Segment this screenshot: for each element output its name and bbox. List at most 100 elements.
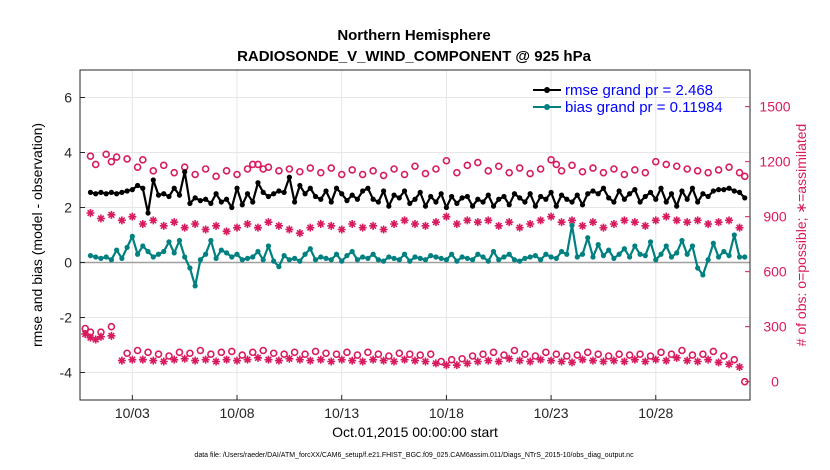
rmse-point: [380, 188, 387, 194]
rmse-point: [522, 199, 528, 205]
bias-point: [134, 251, 141, 257]
rmse-point: [171, 185, 177, 191]
rmse-point: [145, 210, 151, 216]
bias-point: [339, 258, 345, 264]
bias-point: [637, 251, 643, 257]
bias-point: [611, 255, 617, 261]
possible-obs-lower-point: [165, 352, 173, 360]
assimilated-obs-lower-point: [233, 356, 242, 365]
assimilated-obs-point: [421, 221, 430, 230]
rmse-point: [365, 185, 371, 191]
possible-obs-point: [348, 166, 356, 174]
rmse-point: [454, 200, 460, 206]
possible-obs-lower-point: [343, 348, 351, 357]
rmse-point: [485, 192, 491, 198]
possible-obs-lower-point: [426, 350, 435, 358]
x-tick-label: 10/18: [429, 405, 464, 421]
bias-point: [344, 253, 350, 259]
assimilated-obs-lower-point: [463, 359, 472, 368]
possible-obs-lower-point: [107, 322, 116, 331]
rmse-point: [401, 188, 408, 194]
assimilated-obs-point: [714, 218, 723, 227]
bias-point: [721, 248, 727, 255]
possible-obs-point: [327, 164, 336, 172]
rmse-point: [208, 200, 214, 206]
rmse-point: [98, 189, 104, 195]
assimilated-obs-lower-point: [390, 357, 399, 366]
rmse-point: [396, 195, 402, 201]
rmse-point: [286, 174, 292, 180]
rmse-point: [344, 198, 350, 204]
bias-point: [668, 254, 675, 260]
bias-point: [176, 237, 183, 244]
possible-obs-point: [735, 168, 744, 177]
bias-point: [710, 240, 716, 246]
bias-point: [595, 242, 601, 248]
bias-point: [203, 251, 209, 257]
legend: rmse grand pr = 2.468 bias grand pr = 0.…: [533, 82, 723, 116]
x-tick-label: 10/13: [324, 405, 359, 421]
assimilated-obs-point: [411, 220, 419, 228]
assimilated-obs-lower-point: [651, 355, 660, 364]
possible-obs-lower-point: [468, 352, 477, 360]
rmse-point: [161, 191, 167, 197]
possible-obs-point: [725, 163, 733, 171]
bias-point: [642, 253, 648, 259]
bias-point: [119, 255, 125, 261]
rmse-point: [182, 169, 188, 175]
possible-obs-lower-point: [332, 350, 341, 358]
bias-point: [511, 257, 518, 263]
x-tick-label: 10/08: [220, 405, 255, 421]
assimilated-obs-point: [568, 216, 577, 225]
possible-obs-lower-point: [489, 348, 498, 357]
bias-point: [98, 255, 104, 261]
assimilated-obs-point: [274, 221, 283, 230]
rmse-point: [438, 191, 444, 197]
assimilated-obs-lower-point: [369, 355, 378, 364]
bias-point: [307, 246, 313, 252]
x-ticks: 10/03 10/08 10/13 10/18 10/23 10/28: [115, 395, 674, 421]
bias-point: [150, 254, 156, 260]
bias-point: [647, 239, 654, 245]
bias-point: [621, 246, 627, 252]
assimilated-obs-lower-point: [609, 356, 618, 365]
rmse-point: [428, 193, 434, 200]
assimilated-obs-point: [641, 221, 650, 230]
bias-point: [553, 255, 559, 261]
bias-point: [736, 254, 743, 260]
rmse-point: [150, 177, 156, 183]
assimilated-obs-point: [159, 221, 168, 230]
rmse-point: [710, 188, 716, 194]
assimilated-obs-lower-point: [662, 356, 671, 365]
rmse-point: [407, 200, 413, 206]
rmse-point: [218, 199, 224, 205]
assimilated-obs-lower-point: [149, 356, 158, 365]
rmse-point: [742, 195, 748, 201]
bias-point: [679, 237, 685, 244]
bias-point: [129, 233, 135, 239]
bias-point: [496, 257, 502, 263]
assimilated-obs-point: [295, 229, 304, 238]
possible-obs-lower-point: [364, 348, 372, 357]
rmse-point: [417, 189, 423, 195]
assimilated-obs-lower-point: [505, 354, 514, 363]
possible-obs-point: [254, 160, 262, 169]
bias-point: [182, 254, 188, 260]
possible-obs-lower-point: [217, 348, 226, 357]
bias-point: [548, 254, 554, 260]
rmse-point: [647, 189, 654, 195]
rmse-point: [658, 185, 664, 191]
bias-point: [375, 257, 381, 263]
bias-point: [213, 255, 219, 261]
possible-obs-lower-point: [227, 347, 236, 356]
bias-point: [155, 251, 162, 257]
series-rmse: [87, 169, 748, 216]
possible-obs-point: [536, 165, 545, 173]
possible-obs-lower-point: [353, 351, 362, 359]
assimilated-obs-point: [180, 223, 189, 232]
rmse-point: [689, 185, 696, 191]
possible-obs-lower-point: [290, 348, 299, 357]
possible-obs-point: [505, 168, 514, 177]
possible-obs-lower-point: [280, 350, 288, 358]
bias-point: [145, 248, 151, 255]
